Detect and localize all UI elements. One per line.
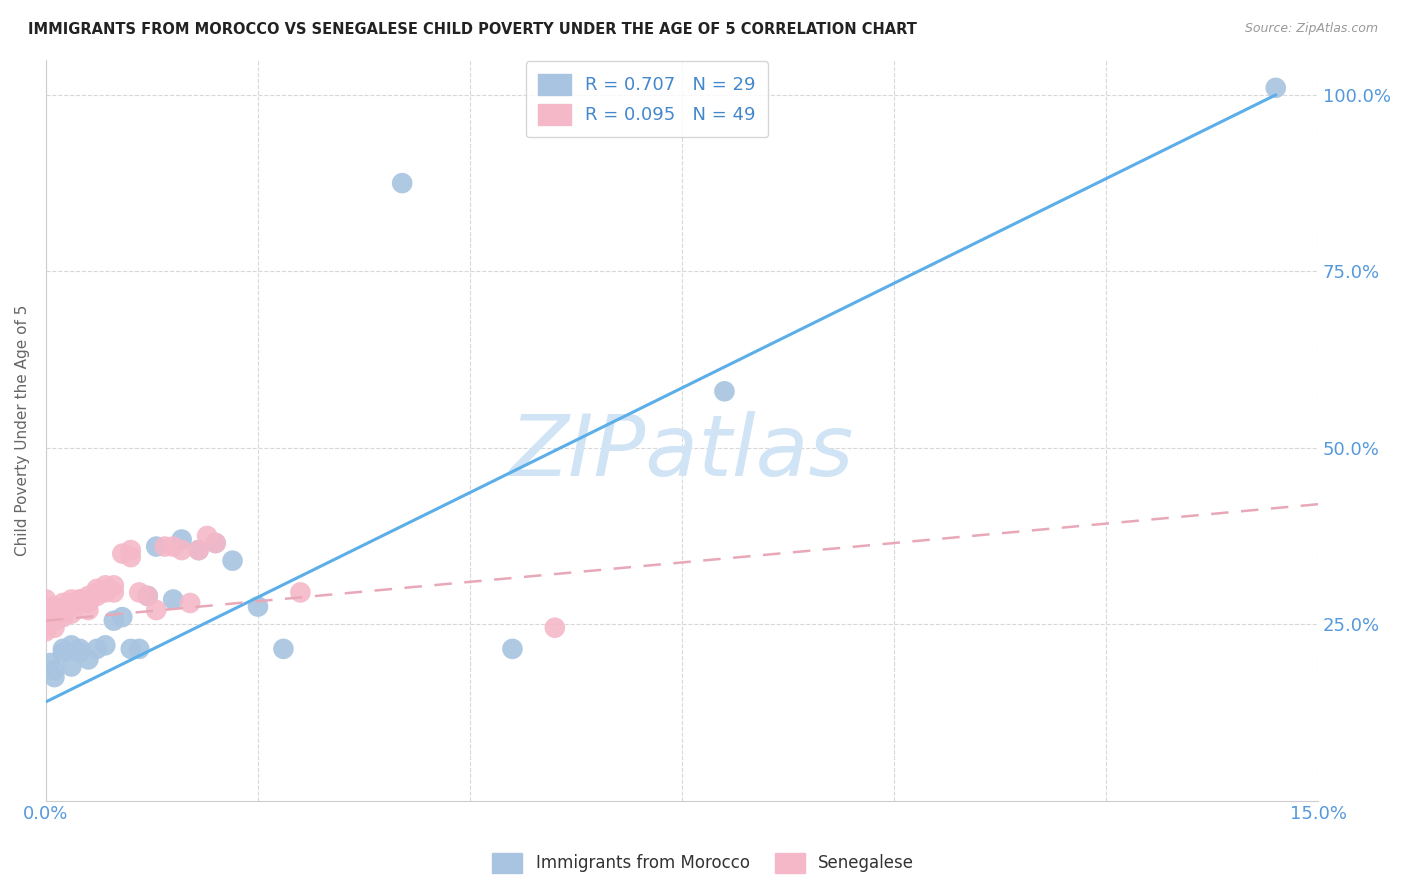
Point: [246, 599, 269, 614]
Point: [290, 585, 312, 599]
Point: [120, 641, 142, 656]
Point: [69, 641, 91, 656]
Point: [44, 603, 66, 617]
Text: IMMIGRANTS FROM MOROCCO VS SENEGALESE CHILD POVERTY UNDER THE AGE OF 5 CORRELATI: IMMIGRANTS FROM MOROCCO VS SENEGALESE CH…: [28, 22, 917, 37]
Point: [187, 543, 209, 558]
Point: [162, 592, 184, 607]
Point: [94, 638, 117, 652]
Point: [204, 536, 226, 550]
Point: [52, 641, 75, 656]
Point: [52, 603, 75, 617]
Point: [221, 554, 243, 568]
Point: [44, 607, 66, 621]
Point: [145, 540, 167, 554]
Point: [44, 663, 66, 677]
Point: [544, 621, 567, 635]
Point: [195, 529, 218, 543]
Point: [44, 599, 66, 614]
Point: [86, 585, 108, 599]
Point: [94, 578, 117, 592]
Point: [1264, 80, 1286, 95]
Point: [103, 585, 125, 599]
Point: [273, 641, 295, 656]
Point: [145, 603, 167, 617]
Text: ZIPatlas: ZIPatlas: [510, 411, 855, 494]
Point: [162, 540, 184, 554]
Point: [52, 596, 75, 610]
Point: [69, 592, 91, 607]
Point: [35, 624, 58, 639]
Point: [179, 596, 201, 610]
Point: [120, 543, 142, 558]
Point: [153, 540, 176, 554]
Point: [136, 589, 159, 603]
Point: [35, 607, 58, 621]
Point: [111, 610, 134, 624]
Point: [60, 659, 83, 673]
Point: [35, 592, 58, 607]
Point: [94, 585, 117, 599]
Point: [391, 176, 413, 190]
Point: [204, 536, 226, 550]
Point: [60, 592, 83, 607]
Legend: R = 0.707   N = 29, R = 0.095   N = 49: R = 0.707 N = 29, R = 0.095 N = 49: [526, 62, 769, 137]
Legend: Immigrants from Morocco, Senegalese: Immigrants from Morocco, Senegalese: [485, 847, 921, 880]
Point: [69, 645, 91, 659]
Point: [52, 603, 75, 617]
Point: [187, 543, 209, 558]
Point: [60, 638, 83, 652]
Point: [77, 603, 100, 617]
Point: [44, 670, 66, 684]
Point: [69, 592, 91, 607]
Point: [103, 614, 125, 628]
Point: [713, 384, 735, 399]
Point: [52, 607, 75, 621]
Point: [35, 599, 58, 614]
Point: [128, 641, 150, 656]
Point: [86, 589, 108, 603]
Point: [128, 585, 150, 599]
Point: [170, 533, 193, 547]
Text: Source: ZipAtlas.com: Source: ZipAtlas.com: [1244, 22, 1378, 36]
Point: [136, 589, 159, 603]
Point: [103, 578, 125, 592]
Point: [44, 621, 66, 635]
Y-axis label: Child Poverty Under the Age of 5: Child Poverty Under the Age of 5: [15, 304, 30, 556]
Point: [39, 656, 62, 670]
Point: [52, 610, 75, 624]
Point: [60, 596, 83, 610]
Point: [52, 645, 75, 659]
Point: [60, 599, 83, 614]
Point: [35, 610, 58, 624]
Point: [170, 543, 193, 558]
Point: [44, 614, 66, 628]
Point: [86, 641, 108, 656]
Point: [120, 550, 142, 565]
Point: [86, 582, 108, 596]
Point: [35, 617, 58, 632]
Point: [501, 641, 523, 656]
Point: [77, 652, 100, 666]
Point: [35, 621, 58, 635]
Point: [35, 614, 58, 628]
Point: [77, 589, 100, 603]
Point: [77, 596, 100, 610]
Point: [111, 547, 134, 561]
Point: [60, 607, 83, 621]
